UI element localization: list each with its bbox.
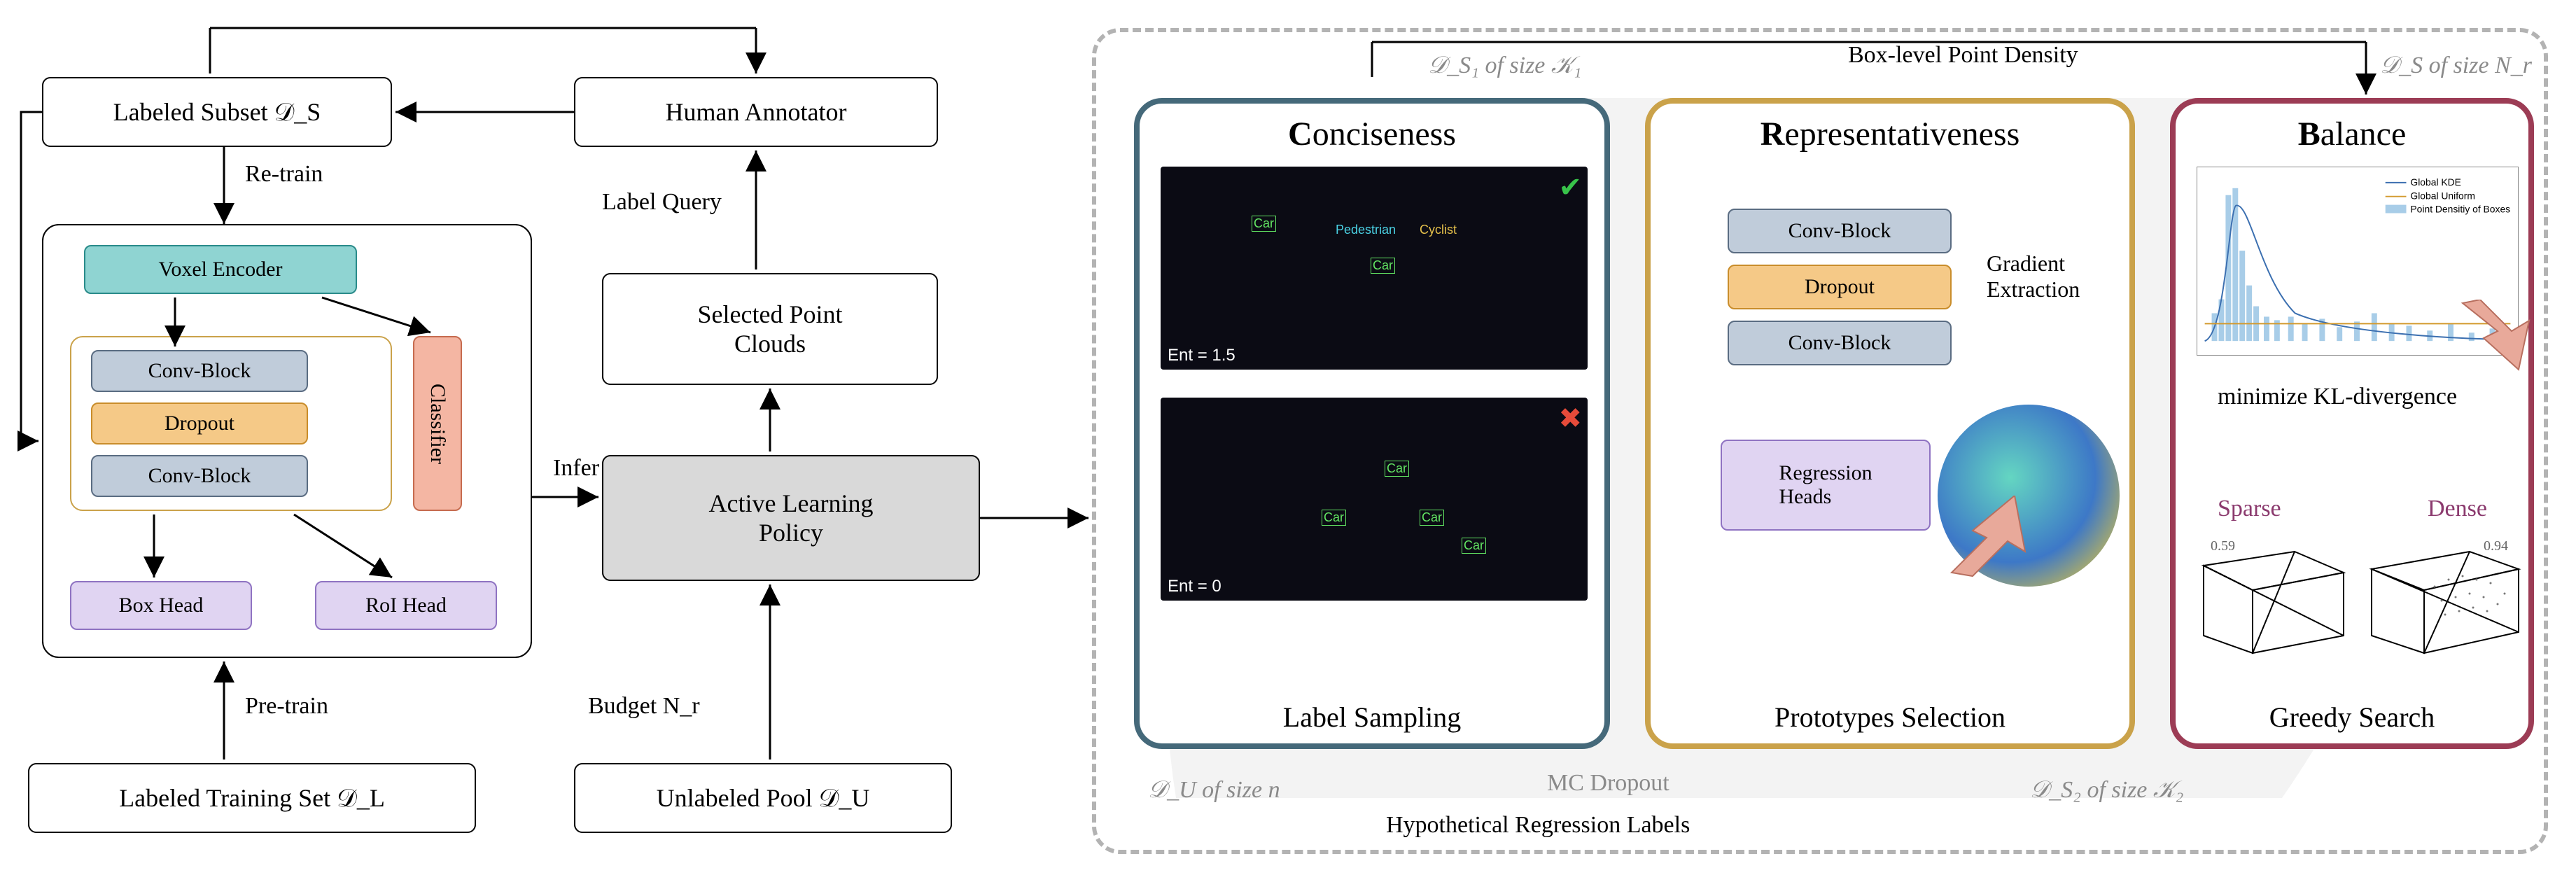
det-car3: Car (1385, 461, 1409, 477)
active-learning-policy: Active Learning Policy (602, 455, 980, 581)
legend-pd: Point Densitiy of Boxes (2410, 204, 2510, 215)
c-rest: onciseness (1312, 115, 1456, 153)
conv1-text: Conv-Block (148, 359, 251, 383)
rep-conv1-t: Conv-Block (1788, 219, 1891, 243)
r-rest: epresentativeness (1784, 115, 2019, 153)
check-icon: ✔ (1558, 171, 1582, 204)
pc-image-high-entropy: Car Pedestrian Cyclist Car Ent = 1.5 ✔ (1161, 167, 1588, 370)
dense-cuboid: 0.94 (2365, 538, 2526, 657)
bal-title: Balance (2187, 115, 2517, 153)
selected-pc-text: Selected Point Clouds (698, 300, 843, 358)
b-bold: B (2298, 115, 2320, 153)
hypo-label: Hypothetical Regression Labels (1386, 812, 1690, 839)
ds1-label: 𝒟_S₁ of size 𝒦₁ (1428, 52, 1581, 79)
roi-head: RoI Head (315, 581, 497, 630)
drop1-text: Dropout (164, 412, 234, 435)
conv2-text: Conv-Block (148, 464, 251, 488)
sparse-cuboid: 0.59 (2197, 538, 2351, 657)
budget-label: Budget N_r (588, 693, 700, 720)
balance-card: Balance G (2170, 98, 2534, 749)
rep-drop: Dropout (1728, 265, 1952, 309)
conciseness-card: Conciseness Car Pedestrian Cyclist Car E… (1134, 98, 1610, 749)
conciseness-caption: Label Sampling (1140, 701, 1604, 734)
ent-1: Ent = 1.5 (1168, 346, 1236, 365)
pink-arrow-hist (2435, 300, 2533, 384)
rep-title: Representativeness (1662, 115, 2118, 153)
voxel-encoder-text: Voxel Encoder (159, 258, 283, 281)
reg-heads-t: Regression Heads (1779, 461, 1872, 509)
gradient-extraction-label: Gradient Extraction (1987, 251, 2080, 302)
box-density-label: Box-level Point Density (1848, 42, 2078, 69)
roihead-text: RoI Head (365, 594, 447, 617)
c-bold: C (1288, 115, 1312, 153)
det-car5: Car (1420, 510, 1444, 526)
ds2-label: 𝒟_S₂ of size 𝒦₂ (2030, 777, 2183, 804)
b-rest: alance (2320, 115, 2407, 153)
det-ped: Pedestrian (1336, 223, 1396, 237)
pc-image-low-entropy: Car Car Car Car Ent = 0 ✖ (1161, 398, 1588, 601)
det-car2: Car (1371, 258, 1395, 274)
labeled-subset-text: Labeled Subset 𝒟_S (113, 97, 321, 127)
ds-nr-label: 𝒟_S of size N_r (2380, 52, 2532, 79)
selected-point-clouds: Selected Point Clouds (602, 273, 938, 385)
boxhead-text: Box Head (119, 594, 204, 617)
conciseness-title: Conciseness (1151, 115, 1593, 153)
classifier-text: Classifier (426, 384, 449, 464)
det-car4: Car (1322, 510, 1346, 526)
voxel-encoder: Voxel Encoder (84, 245, 357, 294)
label-query-label: Label Query (602, 189, 722, 216)
cross-icon: ✖ (1558, 402, 1582, 435)
rep-conv2-t: Conv-Block (1788, 331, 1891, 355)
r-bold: R (1760, 115, 1785, 153)
v094: 0.94 (2484, 538, 2508, 554)
legend-kde: Global KDE (2410, 176, 2461, 188)
minimize-kl-label: minimize KL-divergence (2218, 384, 2457, 410)
representativeness-card: Representativeness Conv-Block Dropout Co… (1645, 98, 2135, 749)
human-annotator-text: Human Annotator (666, 97, 847, 127)
unlabeled-pool-text: Unlabeled Pool 𝒟_U (657, 783, 870, 813)
ent-0: Ent = 0 (1168, 577, 1222, 596)
pink-arrow-sphere (1931, 496, 2036, 580)
rep-conv2: Conv-Block (1728, 321, 1952, 365)
du-n-label: 𝒟_U of size n (1148, 777, 1280, 804)
mc-label: MC Dropout (1547, 770, 1670, 797)
labeled-training-set: Labeled Training Set 𝒟_L (28, 763, 476, 833)
retrain-label: Re-train (245, 161, 323, 188)
conv-block-2: Conv-Block (91, 455, 308, 497)
dense-label: Dense (2428, 496, 2487, 522)
dropout-1: Dropout (91, 402, 308, 444)
det-cyc: Cyclist (1420, 223, 1457, 237)
rep-conv1: Conv-Block (1728, 209, 1952, 253)
sparse-label: Sparse (2218, 496, 2281, 522)
human-annotator: Human Annotator (574, 77, 938, 147)
det-car6: Car (1462, 538, 1486, 554)
balance-caption: Greedy Search (2176, 701, 2528, 734)
infer-label: Infer (553, 455, 599, 482)
conv-block-1: Conv-Block (91, 350, 308, 392)
rep-drop-t: Dropout (1805, 275, 1875, 299)
rep-caption: Prototypes Selection (1651, 701, 2129, 734)
det-car1: Car (1252, 216, 1276, 232)
labeled-subset: Labeled Subset 𝒟_S (42, 77, 392, 147)
pretrain-label: Pre-train (245, 693, 328, 720)
v059: 0.59 (2211, 538, 2235, 554)
alp-text: Active Learning Policy (709, 489, 874, 547)
classifier: Classifier (413, 336, 462, 511)
labeled-train-text: Labeled Training Set 𝒟_L (119, 783, 385, 813)
legend-uni: Global Uniform (2410, 190, 2475, 202)
unlabeled-pool: Unlabeled Pool 𝒟_U (574, 763, 952, 833)
box-head: Box Head (70, 581, 252, 630)
regression-heads: Regression Heads (1721, 440, 1931, 531)
